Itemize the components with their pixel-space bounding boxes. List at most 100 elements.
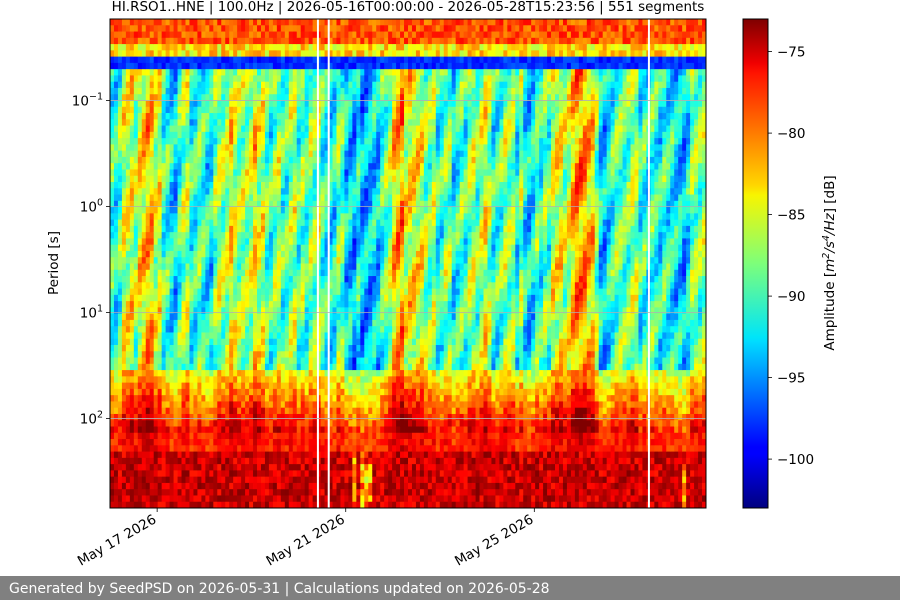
heatmap-cell (241, 401, 246, 409)
heatmap-cell (272, 213, 278, 221)
heatmap-cell (324, 464, 329, 471)
heatmap-cell (129, 470, 135, 478)
heatmap-cell (296, 282, 302, 289)
heatmap-cell (157, 238, 163, 246)
heatmap-cell (356, 376, 361, 384)
heatmap-cell (213, 332, 218, 340)
heatmap-cell (197, 175, 202, 183)
heatmap-cell (233, 250, 238, 258)
heatmap-cell (233, 370, 238, 377)
heatmap-cell (141, 188, 147, 195)
heatmap-cell (193, 19, 198, 26)
heatmap-cell (117, 370, 123, 377)
heatmap-cell (157, 75, 163, 83)
heatmap-cell (161, 156, 167, 164)
heatmap-cell (272, 495, 278, 503)
heatmap-cell (209, 37, 214, 45)
heatmap-cell (348, 175, 353, 183)
heatmap-cell (264, 382, 270, 390)
heatmap-cell (296, 87, 302, 95)
heatmap-cell (241, 445, 246, 452)
heatmap-cell (117, 188, 123, 195)
heatmap-cell (110, 156, 115, 164)
heatmap-cell (221, 420, 226, 427)
heatmap-cell (181, 200, 186, 208)
heatmap-cell (308, 138, 314, 145)
heatmap-cell (189, 413, 194, 421)
heatmap-cell (296, 81, 302, 89)
heatmap-cell (225, 351, 230, 358)
heatmap-cell (233, 100, 238, 108)
heatmap-cell (257, 106, 262, 114)
heatmap-cell (356, 175, 361, 183)
heatmap-cell (201, 75, 206, 83)
heatmap-cell (324, 250, 329, 258)
heatmap-cell (328, 345, 333, 352)
heatmap-cell (121, 188, 127, 195)
heatmap-cell (193, 188, 198, 195)
heatmap-cell (260, 238, 266, 246)
heatmap-cell (145, 307, 151, 315)
heatmap-cell (181, 294, 186, 302)
heatmap-cell (292, 413, 298, 421)
heatmap-cell (253, 106, 258, 114)
heatmap-cell (304, 294, 310, 302)
heatmap-cell (276, 420, 282, 427)
heatmap-cell (308, 476, 314, 484)
heatmap-cell (193, 382, 198, 390)
heatmap-cell (360, 138, 365, 145)
heatmap-cell (249, 301, 254, 308)
heatmap-cell (268, 182, 274, 189)
heatmap-cell (280, 113, 286, 120)
heatmap-cell (205, 213, 210, 221)
heatmap-cell (197, 207, 202, 214)
heatmap-cell (356, 81, 361, 89)
heatmap-cell (241, 457, 246, 465)
heatmap-cell (245, 156, 250, 164)
heatmap-cell (121, 182, 127, 189)
heatmap-cell (157, 301, 163, 308)
heatmap-cell (189, 495, 194, 503)
heatmap-cell (137, 150, 143, 158)
heatmap-cell (280, 332, 286, 340)
heatmap-cell (209, 94, 214, 101)
heatmap-cell (185, 156, 190, 164)
heatmap-cell (165, 326, 170, 333)
heatmap-cell (352, 19, 357, 26)
heatmap-cell (320, 276, 325, 283)
heatmap-cell (113, 19, 119, 26)
heatmap-cell (213, 413, 218, 421)
heatmap-cell (137, 94, 143, 101)
heatmap-cell (260, 357, 266, 365)
heatmap-cell (260, 326, 266, 333)
heatmap-cell (300, 489, 306, 496)
heatmap-cell (312, 426, 318, 434)
heatmap-cell (320, 138, 325, 145)
heatmap-cell (201, 182, 206, 189)
heatmap-cell (193, 495, 198, 503)
heatmap-cell (284, 370, 290, 377)
heatmap-cell (213, 376, 218, 384)
heatmap-cell (165, 213, 170, 221)
heatmap-cell (344, 439, 349, 446)
heatmap-cell (312, 144, 318, 152)
heatmap-cell (133, 113, 139, 120)
heatmap-cell (233, 326, 238, 333)
heatmap-cell (249, 50, 254, 58)
heatmap-cell (264, 87, 270, 95)
heatmap-cell (225, 489, 230, 496)
heatmap-cell (213, 326, 218, 333)
heatmap-cell (332, 395, 337, 402)
heatmap-cell (113, 232, 119, 239)
heatmap-cell (245, 376, 250, 384)
heatmap-cell (249, 175, 254, 183)
heatmap-cell (229, 169, 234, 177)
heatmap-cell (348, 37, 353, 45)
heatmap-cell (133, 332, 139, 340)
heatmap-cell (249, 156, 254, 164)
heatmap-cell (229, 457, 234, 465)
heatmap-cell (268, 19, 274, 26)
heatmap-cell (245, 119, 250, 126)
heatmap-cell (245, 276, 250, 283)
heatmap-cell (177, 194, 182, 202)
